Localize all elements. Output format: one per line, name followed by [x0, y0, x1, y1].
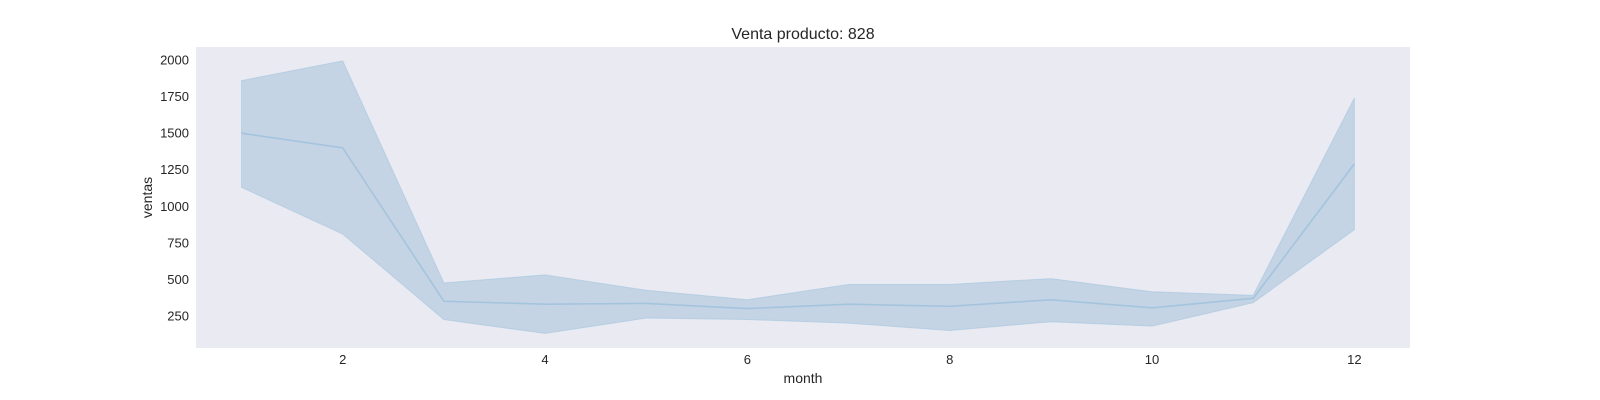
chart-title: Venta producto: 828 — [731, 26, 874, 43]
line-layer — [241, 132, 1355, 310]
y-tick-label: 1250 — [160, 162, 189, 177]
y-tick-label: 1750 — [160, 89, 189, 104]
x-tick-label: 4 — [541, 352, 548, 367]
x-tick-label: 6 — [744, 352, 751, 367]
confidence-band — [241, 60, 1355, 334]
y-axis-ticks: 250 500 750 1000 1250 1500 1750 2000 — [160, 53, 189, 324]
series-line — [241, 132, 1355, 310]
y-axis-label: ventas — [139, 177, 155, 218]
x-tick-label: 12 — [1347, 352, 1361, 367]
y-tick-label: 2000 — [160, 53, 189, 68]
y-tick-label: 250 — [167, 308, 189, 323]
x-axis-label: month — [784, 370, 823, 386]
y-tick-label: 1500 — [160, 126, 189, 141]
x-tick-label: 2 — [339, 352, 346, 367]
x-axis-ticks: 2 4 6 8 10 12 — [339, 352, 1362, 367]
y-tick-label: 750 — [167, 235, 189, 250]
y-tick-label: 1000 — [160, 199, 189, 214]
x-tick-label: 10 — [1145, 352, 1159, 367]
y-tick-label: 500 — [167, 272, 189, 287]
confidence-band-layer — [241, 60, 1355, 334]
x-tick-label: 8 — [946, 352, 953, 367]
